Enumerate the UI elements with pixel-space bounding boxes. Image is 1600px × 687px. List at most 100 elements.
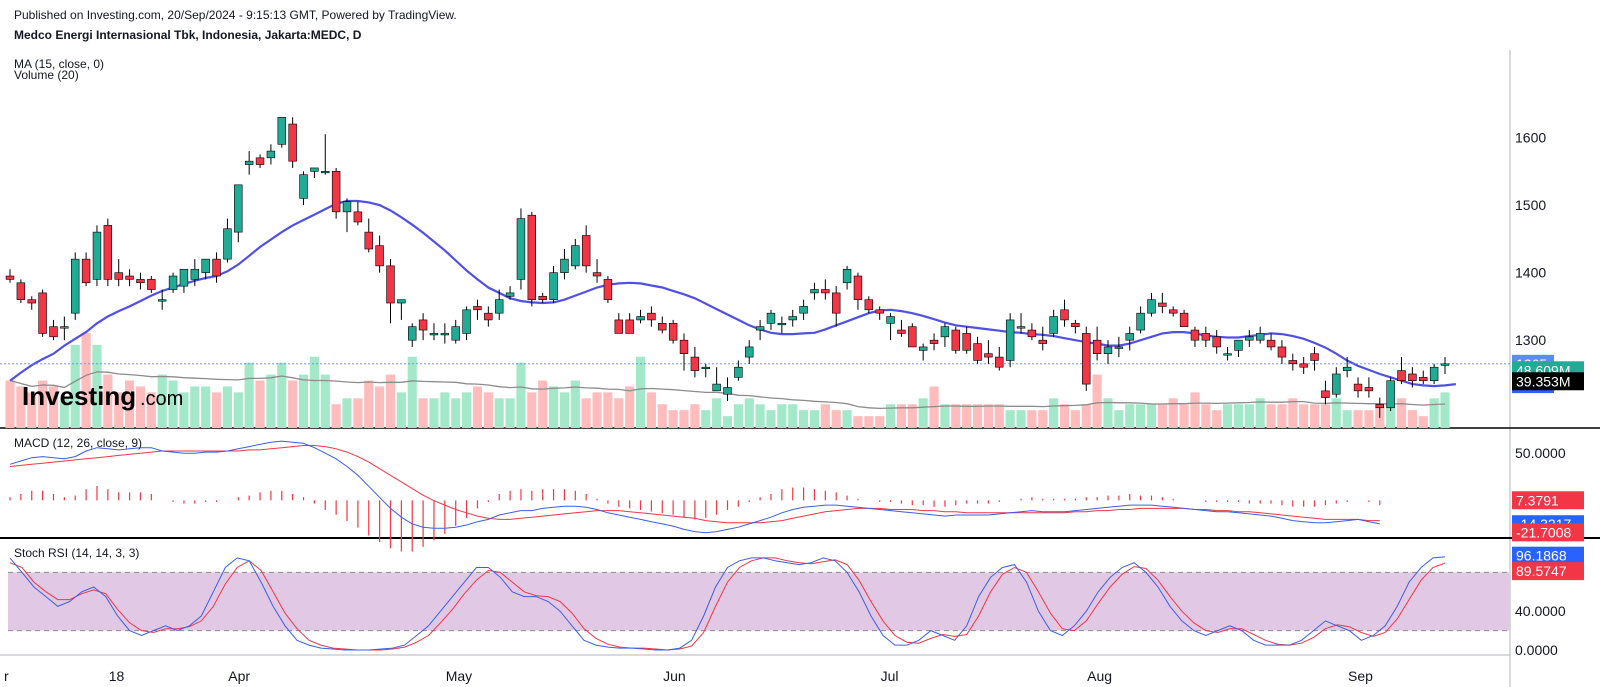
candle-down (831, 292, 841, 314)
candle-down (592, 272, 602, 277)
volume-bar (516, 362, 526, 428)
candle-up (701, 366, 710, 370)
candle-up (1332, 373, 1341, 395)
volume-bar (1016, 410, 1026, 428)
candle-up (505, 292, 515, 297)
candle-up (321, 171, 330, 174)
volume-bar (5, 380, 15, 428)
candle-down (27, 299, 36, 304)
value-tags: 1265123548.609M39.353M7.3791-14.3217-21.… (1512, 354, 1584, 581)
volume-bar (690, 404, 700, 428)
candle-down (81, 258, 91, 284)
volume-bar (657, 404, 667, 428)
volume-bar (1059, 404, 1070, 428)
volume-bar (1223, 404, 1233, 428)
volume-bar (722, 416, 733, 428)
volume-bar (1277, 404, 1287, 428)
volume-bar (1027, 410, 1037, 428)
candle-down (147, 279, 156, 290)
volume-bar (1103, 398, 1113, 428)
volume-bar (505, 398, 515, 428)
y-axis-labels: 1300 1400 1500 1600 50.0000 0.0000 40.0000 (1515, 130, 1566, 658)
volume-bar (527, 392, 537, 428)
volume-bar (625, 386, 635, 428)
candle-up (560, 258, 569, 273)
candle-down (864, 299, 874, 311)
candle-down (679, 339, 689, 354)
volume-bar (27, 392, 37, 428)
candle-up (462, 309, 471, 334)
candle-down (1419, 377, 1428, 382)
candle-up (244, 160, 254, 165)
volume-bar (538, 380, 548, 428)
candle-up (277, 116, 286, 145)
x-tick-label: Apr (228, 668, 250, 684)
volume-bar (635, 356, 646, 428)
candle-up (549, 272, 558, 300)
volume-bar (375, 386, 385, 428)
candle-up (1114, 346, 1124, 349)
stoch-k-line (9, 556, 1446, 651)
price-tick-label: 1600 (1515, 130, 1546, 146)
volume-bar (1081, 404, 1091, 428)
indicator-legend: MACD (12, 26, close, 9) (14, 436, 142, 450)
x-tick-label: Aug (1087, 668, 1112, 684)
candle-down (1179, 312, 1189, 327)
volume-bar (472, 386, 483, 428)
candle-down (103, 225, 113, 280)
candle-down (1266, 339, 1276, 348)
candle-down (625, 319, 634, 334)
volume-bar (201, 386, 211, 428)
candle-down (1212, 336, 1221, 348)
volume-bar (483, 392, 493, 428)
candle-up (1005, 319, 1015, 361)
volume-bar (896, 404, 907, 428)
candle-up (266, 150, 276, 159)
candle-up (571, 245, 580, 267)
volume-bar (16, 386, 26, 428)
volume-bar (277, 362, 287, 428)
candle-up (745, 346, 754, 358)
candle-up (440, 333, 450, 336)
candle-up (1016, 326, 1026, 329)
volume-bar (1331, 398, 1341, 428)
candle-down (1190, 329, 1200, 341)
stoch-tag (1512, 546, 1584, 565)
candle-down (212, 258, 221, 277)
volume-bar (135, 386, 146, 428)
macd-lines (9, 440, 1380, 534)
macd-tag (1512, 491, 1584, 510)
volume-tag (1512, 372, 1584, 391)
volume-bar (1418, 416, 1428, 428)
volume-bar (222, 386, 232, 428)
volume-bar (733, 404, 743, 428)
candle-down (1201, 333, 1211, 341)
candle-down (386, 265, 395, 304)
candle-up (788, 316, 797, 321)
volume-bar (668, 410, 678, 428)
volume-bar (418, 398, 428, 428)
candle-down (1321, 390, 1330, 398)
candle-up (1103, 346, 1113, 354)
candle-down (1082, 333, 1091, 385)
indicator-legend: Volume (20) (14, 68, 79, 82)
volume-bar (440, 392, 450, 428)
volume-bar (940, 404, 950, 428)
volume-bar (1038, 410, 1048, 428)
volume-tag-label: 39.353M (1516, 373, 1570, 389)
volume-bar (146, 392, 156, 428)
volume-bars (5, 333, 1450, 428)
candle-down (581, 235, 591, 267)
volume-bar (701, 410, 711, 428)
x-tick-label: Sep (1348, 668, 1373, 684)
candle-up (408, 326, 417, 341)
volume-bar (1440, 392, 1450, 428)
candle-up (310, 167, 319, 172)
volume-bar (994, 404, 1004, 428)
candle-down (353, 211, 363, 223)
volume-bar (429, 398, 439, 428)
volume-bar (81, 333, 91, 428)
volume-bar (875, 416, 885, 428)
candle-up (190, 268, 200, 280)
candle-up (1440, 363, 1450, 366)
